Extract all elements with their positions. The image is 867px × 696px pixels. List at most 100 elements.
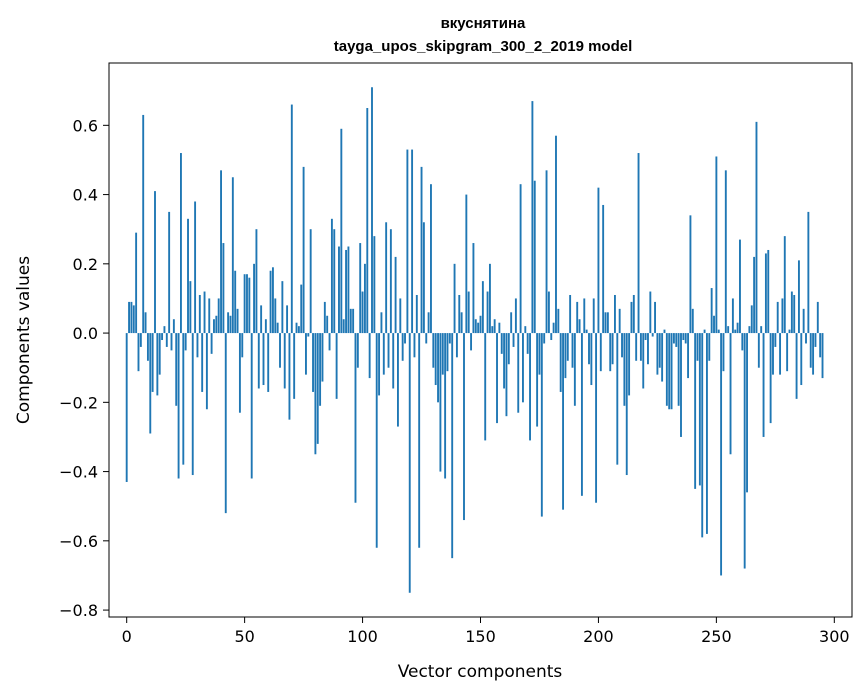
bar-231: [670, 333, 673, 410]
bar-156: [493, 319, 496, 334]
bar-152: [484, 333, 487, 441]
bar-14: [158, 333, 161, 375]
bar-155: [491, 326, 494, 334]
bar-46: [234, 270, 237, 334]
bar-102: [366, 108, 369, 334]
bar-34: [205, 333, 208, 410]
bar-57: [260, 305, 263, 334]
bar-199: [595, 333, 598, 503]
bar-267: [755, 121, 758, 334]
bar-245: [703, 329, 706, 334]
bar-193: [580, 333, 583, 496]
bar-182: [555, 135, 557, 334]
bar-94: [347, 246, 350, 334]
x-axis-label: Vector components: [398, 662, 563, 682]
bar-151: [481, 281, 484, 334]
bar-244: [701, 333, 704, 538]
bar-53: [250, 333, 253, 479]
bar-203: [604, 312, 607, 334]
bar-41: [222, 243, 225, 334]
bar-243: [698, 333, 701, 486]
bar-221: [647, 333, 649, 365]
bar-129: [430, 184, 432, 334]
bar-11: [151, 333, 154, 392]
bar-282: [790, 291, 793, 334]
bar-198: [592, 298, 595, 334]
bar-269: [760, 326, 763, 334]
bar-66: [281, 281, 284, 334]
bar-185: [562, 333, 564, 510]
bar-294: [819, 333, 822, 358]
bar-39: [217, 298, 220, 334]
bar-210: [621, 333, 623, 358]
bar-213: [628, 333, 631, 396]
bar-42: [224, 333, 227, 514]
x-tick-label: 0: [122, 627, 132, 646]
bar-216: [635, 333, 638, 361]
bar-188: [569, 294, 572, 334]
bar-80: [314, 333, 317, 455]
bar-13: [156, 333, 159, 396]
bar-279: [783, 236, 786, 334]
bar-252: [720, 333, 723, 576]
bar-254: [724, 170, 727, 334]
bar-73: [297, 326, 300, 334]
bar-165: [514, 298, 517, 334]
bar-163: [510, 312, 513, 334]
bar-19: [170, 333, 173, 351]
bar-191: [576, 301, 579, 334]
bar-17: [165, 333, 168, 347]
bar-167: [519, 184, 522, 334]
bar-79: [312, 333, 314, 392]
bar-164: [512, 333, 515, 347]
bar-92: [342, 319, 345, 334]
y-tick-label: 0.4: [73, 186, 98, 205]
bar-266: [753, 256, 756, 334]
bar-22: [177, 333, 180, 479]
bar-59: [264, 319, 267, 334]
y-tick-label: 0.0: [73, 324, 98, 343]
bar-1: [128, 301, 130, 334]
bar-15: [161, 333, 164, 341]
bar-238: [687, 333, 690, 379]
bar-88: [333, 229, 336, 334]
bar-115: [397, 333, 399, 427]
bar-275: [774, 333, 777, 347]
bar-175: [538, 333, 541, 375]
bar-112: [389, 229, 392, 334]
bar-98: [356, 333, 359, 368]
bar-255: [727, 326, 730, 334]
bar-135: [444, 333, 447, 479]
bar-10: [149, 333, 152, 434]
bar-62: [271, 267, 274, 334]
bar-18: [168, 211, 171, 334]
bar-21: [175, 333, 178, 406]
bar-121: [411, 149, 414, 334]
x-tick-label: 200: [583, 627, 614, 646]
bar-16: [163, 326, 166, 334]
bar-173: [533, 180, 536, 334]
bar-273: [769, 333, 772, 424]
bar-23: [180, 153, 182, 334]
bar-107: [378, 333, 381, 396]
bar-157: [496, 333, 498, 424]
bar-145: [467, 291, 470, 334]
bar-64: [276, 322, 279, 334]
bar-196: [588, 333, 590, 365]
bar-138: [451, 333, 454, 559]
bar-272: [767, 249, 770, 334]
bar-38: [215, 315, 218, 334]
bar-146: [470, 333, 473, 351]
bar-228: [663, 329, 666, 334]
bar-114: [394, 256, 397, 334]
bar-159: [500, 333, 503, 354]
bar-136: [446, 333, 449, 372]
bar-55: [255, 229, 258, 334]
bar-292: [814, 333, 817, 347]
y-tick-label: −0.6: [59, 532, 98, 551]
bar-224: [654, 301, 656, 334]
bar-95: [349, 308, 352, 334]
bar-131: [434, 333, 437, 386]
bar-161: [505, 333, 508, 417]
bar-90: [338, 246, 340, 334]
